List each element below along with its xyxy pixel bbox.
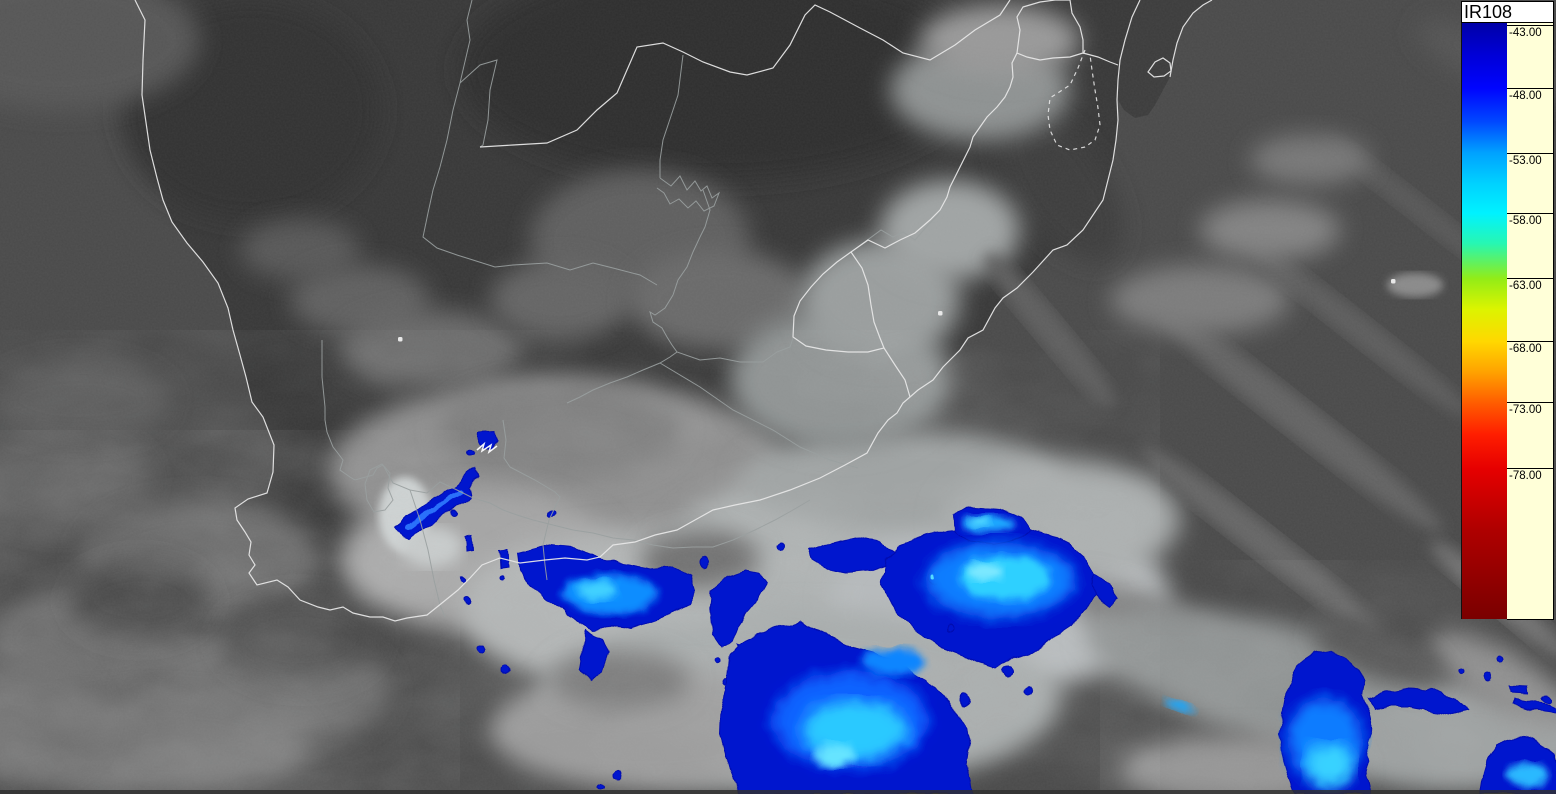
city-markers — [398, 279, 1396, 342]
city-marker-dot — [398, 337, 403, 342]
tick-line — [1507, 25, 1553, 26]
legend-body: -43.00 -48.00 -53.00 -58.00 -63.00 -68.00 -73.… — [1461, 23, 1554, 620]
temperature-legend: IR108 -43.00 -48.00 -53.00 -58.00 -63.00 -68.… — [1461, 1, 1554, 620]
tick-label: -53.00 — [1509, 155, 1542, 167]
city-marker-dot — [1391, 279, 1396, 284]
tick-label: -73.00 — [1509, 404, 1542, 416]
province-borders — [321, 0, 948, 618]
tick-line — [1507, 402, 1553, 403]
cold-cloud-cores — [405, 489, 1548, 787]
tick-label: -78.00 — [1509, 470, 1542, 482]
tick-line — [1507, 88, 1553, 89]
colorbar-gradient — [1461, 23, 1507, 619]
tick-label: -58.00 — [1509, 215, 1542, 227]
colorbar-labels: -43.00 -48.00 -53.00 -58.00 -63.00 -68.00 -73.… — [1507, 23, 1554, 620]
tick-line — [1507, 278, 1553, 279]
bottom-edge-shadow — [0, 790, 1556, 794]
cold-cloud-overlay — [396, 431, 1556, 794]
country-borders — [134, 0, 1213, 622]
tick-label: -48.00 — [1509, 90, 1542, 102]
tick-line — [1507, 341, 1553, 342]
tick-line — [1507, 153, 1553, 154]
legend-title: IR108 — [1461, 1, 1554, 23]
tick-label: -43.00 — [1509, 27, 1542, 39]
tick-line — [1507, 468, 1553, 469]
tick-label: -63.00 — [1509, 280, 1542, 292]
city-marker-dot — [938, 311, 943, 316]
tick-line — [1507, 213, 1553, 214]
tick-label: -68.00 — [1509, 343, 1542, 355]
